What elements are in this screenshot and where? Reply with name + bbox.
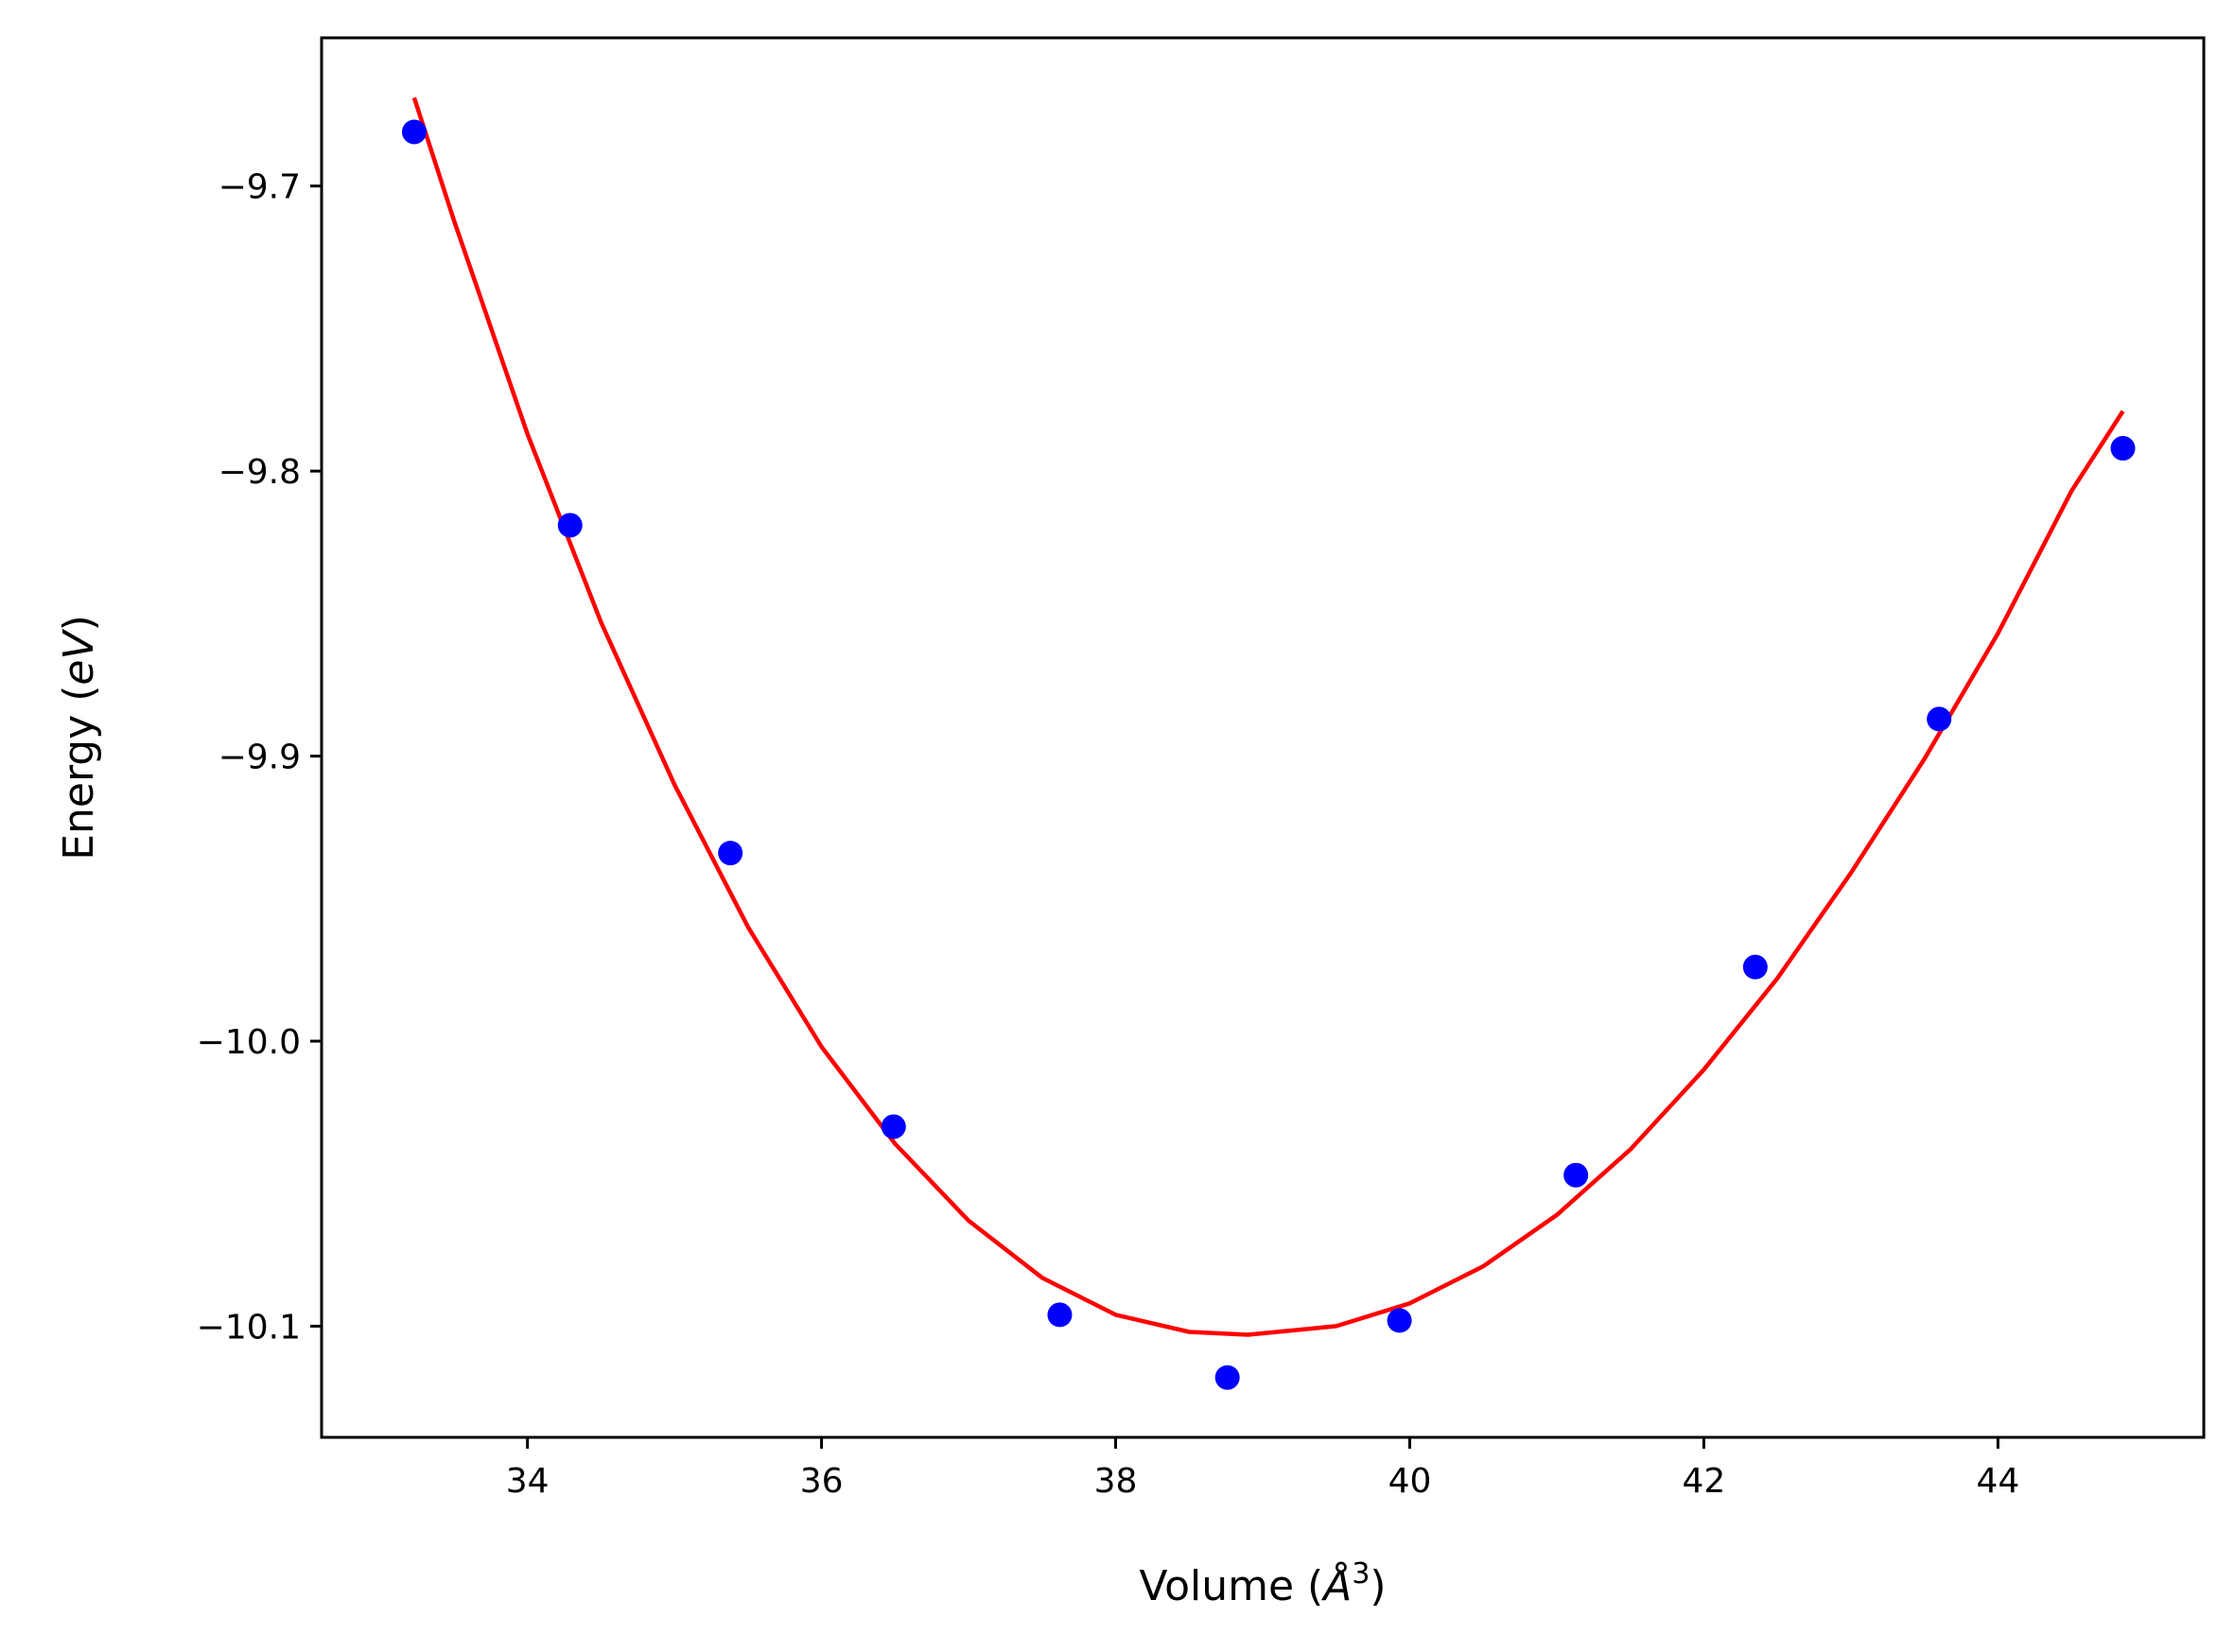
y-tick-label: −9.9 [218, 739, 301, 777]
data-point [2110, 436, 2136, 461]
data-point [1563, 1162, 1589, 1188]
data-point [881, 1114, 906, 1139]
x-tick-label: 40 [1388, 1462, 1432, 1501]
x-tick-label: 42 [1683, 1462, 1726, 1501]
data-point [1387, 1308, 1412, 1333]
data-point [1927, 706, 1952, 732]
x-axis-label-superscript: 3 [1352, 1557, 1370, 1591]
data-point [718, 841, 743, 866]
x-tick-label: 36 [800, 1462, 844, 1501]
data-point [1047, 1302, 1073, 1328]
plot-area [401, 96, 2136, 1390]
x-axis-label-prefix: Volume ( [1139, 1562, 1323, 1610]
x-tick-label: 44 [1976, 1462, 2019, 1501]
data-point [1742, 954, 1768, 980]
x-axis-label: Volume (Å3) [1139, 1557, 1386, 1610]
y-tick-label: −9.7 [218, 168, 301, 207]
y-axis-label: Energy (eV) [55, 615, 103, 861]
x-axis-label-symbol: Å [1320, 1560, 1352, 1610]
x-tick-label: 38 [1094, 1462, 1138, 1501]
data-point [1214, 1365, 1240, 1390]
data-point [557, 513, 583, 538]
data-point [401, 119, 427, 145]
y-tick-label: −10.0 [197, 1023, 301, 1062]
fit-curve [411, 96, 2125, 1337]
y-tick-label: −9.8 [218, 453, 301, 492]
x-tick-label: 34 [506, 1462, 550, 1501]
x-axis-label-suffix: ) [1370, 1562, 1386, 1610]
y-tick-label: −10.1 [197, 1308, 301, 1347]
plot-frame [320, 36, 2206, 1439]
axis-ticks: 34 36 38 40 42 44 −9.7 −9.8 −9.9 −10.0 −10.1 [197, 168, 2020, 1501]
y-axis-label-suffix: ) [55, 615, 103, 631]
y-axis-label-symbol: eV [55, 629, 103, 686]
y-axis-label-prefix: Energy ( [55, 686, 103, 861]
